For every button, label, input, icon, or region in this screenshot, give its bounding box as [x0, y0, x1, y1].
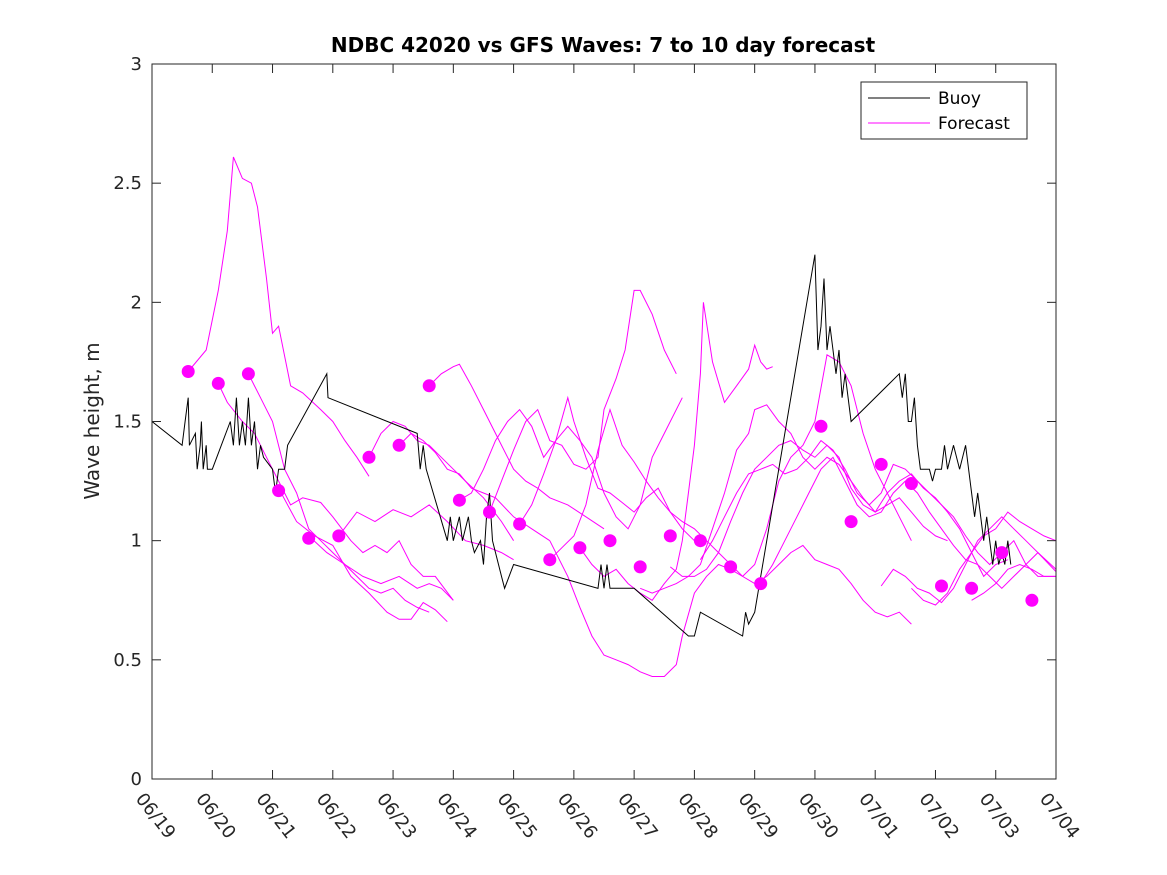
forecast-line-15 [549, 354, 912, 677]
forecast-line-20 [880, 516, 1057, 604]
forecast-line-14 [579, 302, 773, 601]
forecast-line-2 [217, 383, 454, 601]
x-tick-label: 06/22 [312, 789, 360, 843]
x-tick-label: 06/27 [613, 789, 661, 843]
legend: Buoy Forecast [860, 81, 1028, 140]
forecast-point-7 [362, 450, 376, 464]
forecast-line-6 [338, 504, 514, 561]
forecast-point-3 [241, 367, 255, 381]
forecast-line-19 [760, 456, 1057, 590]
forecast-point-4 [272, 484, 286, 498]
forecast-point-22 [844, 515, 858, 529]
forecast-point-1 [181, 365, 195, 378]
forecast-line-12 [519, 397, 683, 530]
forecast-point-20 [754, 577, 768, 591]
forecast-line-16 [640, 404, 948, 594]
forecast-point-14 [573, 541, 587, 555]
y-tick-label: 1.5 [113, 412, 142, 433]
forecast-point-23 [874, 457, 888, 471]
forecast-line-22 [971, 563, 1056, 601]
x-tick-label: 07/04 [1035, 789, 1083, 843]
forecast-point-15 [603, 534, 617, 548]
y-tick-label: 2 [131, 292, 142, 313]
legend-box [860, 81, 1028, 140]
forecast-line-10 [459, 395, 695, 542]
forecast-line-21 [911, 511, 1057, 606]
forecast-line-5 [308, 535, 454, 601]
forecast-point-9 [422, 379, 436, 393]
forecast-point-21 [814, 419, 828, 433]
x-tick-label: 06/24 [432, 789, 480, 843]
forecast-point-11 [483, 505, 496, 519]
forecast-line-17 [669, 440, 1008, 578]
y-tick-label: 0 [131, 769, 142, 790]
forecast-point-27 [995, 546, 1009, 560]
forecast-line-9 [428, 363, 605, 530]
legend-label-forecast: Forecast [938, 114, 1010, 134]
y-tick-label: 0.5 [113, 650, 142, 671]
x-tick-label: 07/01 [854, 789, 902, 843]
x-tick-label: 07/02 [915, 789, 963, 843]
forecast-point-2 [211, 376, 225, 390]
x-tick-label: 06/19 [131, 789, 179, 843]
forecast-point-6 [332, 529, 346, 543]
forecast-point-28 [1025, 593, 1039, 607]
x-tick-label: 06/29 [734, 789, 782, 843]
forecast-point-24 [904, 477, 918, 490]
legend-label-buoy: Buoy [938, 89, 981, 109]
forecast-point-8 [392, 438, 406, 452]
x-tick-label: 06/30 [794, 789, 842, 843]
forecast-line-1 [187, 156, 370, 477]
forecast-point-25 [935, 579, 948, 593]
forecast-line-3 [247, 373, 430, 613]
forecast-line-11 [489, 289, 677, 513]
forecast-point-19 [724, 560, 738, 574]
forecast-line-18 [699, 439, 1056, 577]
forecast-point-26 [965, 581, 979, 595]
forecast-point-18 [693, 534, 707, 548]
forecast-point-17 [663, 529, 677, 543]
x-tick-label: 07/03 [975, 789, 1023, 843]
forecast-line-7 [368, 420, 515, 541]
y-tick-label: 1 [131, 531, 142, 552]
x-tick-label: 06/26 [553, 789, 601, 843]
chart-title: NDBC 42020 vs GFS Waves: 7 to 10 day for… [331, 33, 876, 57]
y-tick-label: 3 [131, 54, 142, 75]
x-tick-label: 06/21 [252, 789, 300, 843]
plot-area [151, 156, 1057, 677]
forecast-point-16 [633, 560, 647, 574]
forecast-point-5 [302, 531, 316, 545]
x-tick-label: 06/23 [372, 789, 420, 843]
forecast-line-13 [549, 407, 912, 625]
y-tick-label: 2.5 [113, 173, 142, 194]
x-tick-label: 06/25 [493, 789, 541, 843]
x-tick-label: 06/28 [673, 789, 721, 843]
buoy-line [151, 254, 1012, 637]
forecast-point-13 [543, 553, 557, 567]
forecast-line-4 [278, 487, 448, 623]
forecast-point-12 [513, 517, 527, 531]
axes-box [151, 63, 1057, 780]
y-axis-label: Wave height, m [80, 342, 104, 499]
x-tick-label: 06/20 [191, 789, 239, 843]
forecast-point-10 [452, 493, 466, 507]
